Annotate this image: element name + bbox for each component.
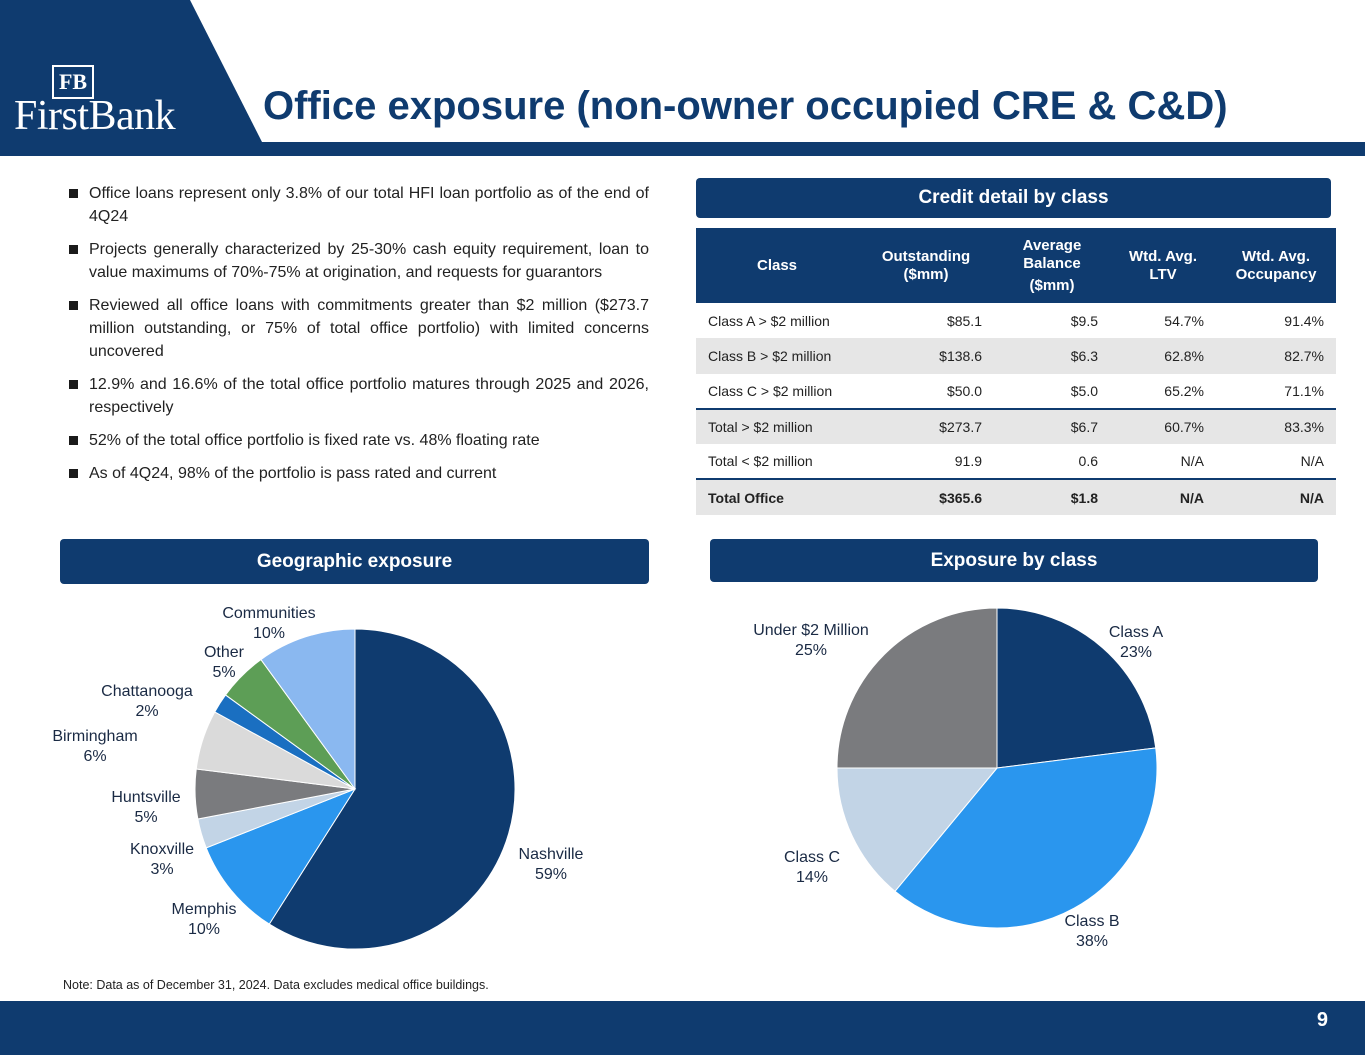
table-row: Class A > $2 million $85.1 $9.5 54.7% 91…	[696, 303, 1336, 338]
cell-ltv: N/A	[1180, 453, 1204, 470]
table-header-row: Class Outstanding ($mm) Average Balance ($m…	[696, 228, 1336, 303]
slice-pct-communities: 10%	[253, 625, 285, 642]
logo-mark: FB	[52, 65, 94, 99]
header-band	[0, 0, 1365, 156]
slice-pct-class-a: 23%	[1120, 644, 1152, 661]
cell-outstanding: 91.9	[954, 453, 982, 470]
cell-outstanding: $273.7	[858, 407, 994, 445]
pie-slice-under-2-million	[836, 607, 998, 769]
slice-label-class-c: Class C	[784, 849, 840, 866]
slice-label-communities: Communities	[222, 605, 315, 622]
cell-occupancy: 83.3%	[1216, 407, 1336, 445]
cell-ltv: N/A	[1110, 478, 1216, 515]
pie-slice-memphis	[205, 787, 357, 925]
bullet-item: Office loans represent only 3.8% of our …	[67, 182, 649, 228]
cell-class: Class C > $2 million	[708, 382, 833, 399]
bullet-item: 12.9% and 16.6% of the total office port…	[67, 373, 649, 419]
slice-label-class-a: Class A	[1109, 624, 1164, 641]
pie-slice-nashville	[268, 628, 516, 950]
footer-band	[0, 1001, 1365, 1055]
slice-pct-knoxville: 3%	[150, 861, 173, 878]
cell-occupancy: 82.7%	[1216, 338, 1336, 374]
bullet-item: Reviewed all office loans with commitmen…	[67, 294, 649, 363]
header-class: Class	[696, 228, 858, 303]
slice-label-nashville: Nashville	[519, 846, 584, 863]
slice-label-under-2-million: Under $2 Million	[753, 622, 869, 639]
table-row: Total < $2 million 91.9 0.6 N/A N/A	[696, 444, 1336, 479]
bullet-item: As of 4Q24, 98% of the portfolio is pass…	[67, 462, 649, 485]
slice-pct-birmingham: 6%	[83, 748, 106, 765]
header-average-balance: Average Balance ($mm)	[994, 228, 1110, 303]
slice-pct-other: 5%	[212, 664, 235, 681]
slice-label-other: Other	[204, 644, 245, 661]
cell-class: Total > $2 million	[696, 407, 858, 445]
slice-label-memphis: Memphis	[172, 901, 237, 918]
pie-slice-class-b	[894, 747, 1158, 929]
cell-avg-balance: 0.6	[1078, 453, 1098, 470]
exposure-by-class-header: Exposure by class	[710, 539, 1318, 582]
cell-class: Class A > $2 million	[708, 312, 830, 329]
slice-pct-class-c: 14%	[796, 869, 828, 886]
table-row-total: Total Office $365.6 $1.8 N/A N/A	[696, 478, 1336, 515]
geographic-pie-chart: Nashville 59% Memphis 10% Knoxville 3% Huntsvi…	[52, 605, 584, 950]
pie-slice-class-c	[836, 767, 999, 892]
slice-label-chattanooga: Chattanooga	[101, 683, 193, 700]
header-occupancy: Wtd. Avg. Occupancy	[1216, 228, 1336, 303]
cell-outstanding: $85.1	[946, 312, 982, 329]
cell-class: Total < $2 million	[708, 453, 813, 470]
slice-pct-huntsville: 5%	[134, 809, 157, 826]
bullet-item: 52% of the total office portfolio is fix…	[67, 429, 649, 452]
page-title: Office exposure (non-owner occupied CRE …	[263, 84, 1228, 128]
bullet-item: Projects generally characterized by 25-3…	[67, 238, 649, 284]
slice-pct-class-b: 38%	[1076, 933, 1108, 950]
slice-pct-memphis: 10%	[188, 921, 220, 938]
bullet-list: Office loans represent only 3.8% of our …	[67, 182, 649, 495]
cell-avg-balance: $1.8	[994, 478, 1110, 515]
pie-slice-communities	[260, 628, 356, 791]
header-ltv: Wtd. Avg. LTV	[1110, 228, 1216, 303]
footnote: Note: Data as of December 31, 2024. Data…	[63, 978, 489, 992]
slice-pct-under-2-million: 25%	[795, 642, 827, 659]
credit-detail-table: Class Outstanding ($mm) Average Balance ($m…	[696, 228, 1336, 515]
slice-label-knoxville: Knoxville	[130, 841, 194, 858]
logo: FirstBank	[14, 93, 176, 139]
cell-avg-balance: $6.3	[994, 338, 1110, 374]
cell-occupancy: 71.1%	[1284, 382, 1324, 399]
table-row: Total > $2 million $273.7 $6.7 60.7% 83.…	[696, 407, 1336, 445]
header-outstanding: Outstanding ($mm)	[858, 228, 994, 303]
table-row: Class B > $2 million $138.6 $6.3 62.8% 8…	[696, 338, 1336, 374]
cell-occupancy: 91.4%	[1284, 312, 1324, 329]
cell-occupancy: N/A	[1216, 478, 1336, 515]
cell-outstanding: $50.0	[946, 382, 982, 399]
slice-pct-chattanooga: 2%	[135, 703, 158, 720]
cell-ltv: 65.2%	[1164, 382, 1204, 399]
cell-outstanding: $365.6	[858, 478, 994, 515]
credit-detail-header: Credit detail by class	[696, 178, 1331, 218]
slice-label-class-b: Class B	[1064, 913, 1119, 930]
geographic-exposure-header: Geographic exposure	[60, 539, 649, 584]
page-number: 9	[1316, 1009, 1328, 1031]
cell-ltv: 62.8%	[1110, 338, 1216, 374]
cell-outstanding: $138.6	[858, 338, 994, 374]
cell-occupancy: N/A	[1300, 453, 1324, 470]
cell-ltv: 60.7%	[1110, 407, 1216, 445]
cell-class: Total Office	[696, 478, 858, 515]
cell-avg-balance: $6.7	[994, 407, 1110, 445]
slice-label-birmingham: Birmingham	[52, 728, 137, 745]
cell-class: Class B > $2 million	[696, 338, 858, 374]
pie-slice-class-a	[996, 607, 1157, 769]
cell-avg-balance: $9.5	[1070, 312, 1098, 329]
class-pie-chart: Class A 23% Class B 38% Class C 14% Under $2 M…	[753, 607, 1164, 950]
slice-pct-nashville: 59%	[535, 866, 567, 883]
table-row: Class C > $2 million $50.0 $5.0 65.2% 71…	[696, 374, 1336, 409]
cell-ltv: 54.7%	[1164, 312, 1204, 329]
cell-avg-balance: $5.0	[1070, 382, 1098, 399]
slice-label-huntsville: Huntsville	[111, 789, 180, 806]
